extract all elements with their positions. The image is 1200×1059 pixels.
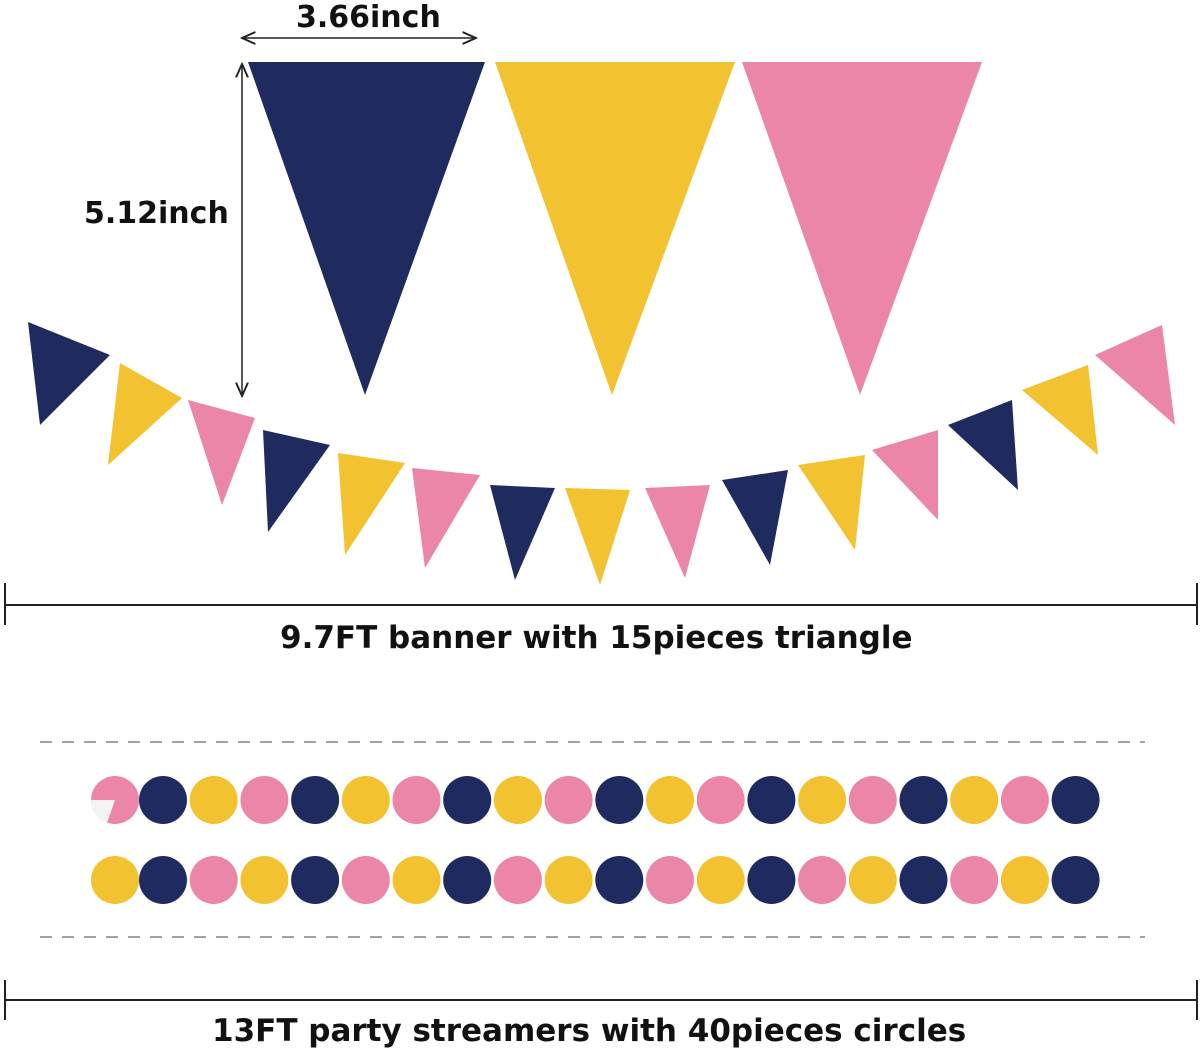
- banner-triangle: [948, 400, 1018, 490]
- streamer-length-line: [4, 980, 1198, 1020]
- streamer-circle: [443, 856, 492, 904]
- streamer-circle: [950, 776, 999, 824]
- streamer-circle: [595, 776, 644, 824]
- streamer-circle: [798, 776, 847, 824]
- streamer-circle: [189, 776, 238, 824]
- streamer-circle: [493, 856, 542, 904]
- banner-triangle: [1022, 365, 1098, 455]
- banner-triangle: [338, 453, 405, 555]
- streamer-circle: [1000, 856, 1049, 904]
- banner-length-line: [4, 583, 1198, 625]
- banner-triangle: [412, 468, 480, 568]
- banner-triangle: [28, 322, 110, 425]
- large-triangle-gold: [495, 62, 735, 395]
- large-triangle-navy: [248, 62, 485, 395]
- streamer-circle: [747, 856, 796, 904]
- streamer-end-tab: [90, 800, 115, 823]
- banner-triangle: [490, 485, 555, 580]
- streamer-circle: [848, 856, 897, 904]
- banner-triangle: [872, 430, 938, 520]
- streamer-circle: [747, 776, 796, 824]
- streamer-circle: [798, 856, 847, 904]
- dashed-guides: [40, 741, 1145, 938]
- banner-triangle: [108, 363, 182, 465]
- triangle-banner: [28, 322, 1175, 585]
- streamer-circle: [595, 856, 644, 904]
- streamer-circle: [139, 776, 187, 824]
- streamer-circle: [189, 856, 238, 904]
- banner-triangle: [188, 400, 255, 505]
- streamer-circle: [950, 856, 999, 904]
- streamer-circle: [392, 856, 441, 904]
- streamer-circle: [544, 776, 593, 824]
- banner-triangle: [1095, 325, 1175, 425]
- streamer-circle: [696, 856, 745, 904]
- streamer-circle: [1000, 776, 1049, 824]
- streamer-circle: [291, 776, 340, 824]
- streamer-circle: [240, 776, 289, 824]
- banner-triangle: [565, 488, 630, 585]
- streamer-circle: [139, 856, 187, 904]
- streamer-circle: [899, 856, 948, 904]
- streamer-circle: [899, 776, 948, 824]
- streamer-circle: [91, 856, 139, 904]
- streamer-circle: [291, 856, 340, 904]
- banner-caption: 9.7FT banner with 15pieces triangle: [280, 620, 913, 656]
- streamer-circle: [341, 776, 390, 824]
- banner-triangle: [798, 455, 865, 550]
- streamer-circle: [392, 776, 441, 824]
- streamer-circle: [443, 776, 492, 824]
- height-label: 5.12inch: [84, 196, 229, 231]
- streamer-circle: [646, 776, 694, 824]
- streamer-circle: [493, 776, 542, 824]
- streamer-circle: [1051, 776, 1100, 824]
- width-label: 3.66inch: [296, 0, 441, 35]
- large-triangle-pink: [742, 62, 982, 395]
- banner-triangle: [645, 485, 710, 578]
- large-triangles: [248, 62, 982, 395]
- streamer-circle: [646, 856, 694, 904]
- circle-streamers: [90, 776, 1100, 904]
- streamer-circle: [544, 856, 593, 904]
- banner-triangle: [263, 430, 330, 532]
- streamer-circle: [240, 856, 289, 904]
- streamer-circle: [696, 776, 745, 824]
- streamer-circle: [341, 856, 390, 904]
- streamers-caption: 13FT party streamers with 40pieces circl…: [212, 1013, 967, 1049]
- streamer-circle: [848, 776, 897, 824]
- streamer-circle: [1051, 856, 1100, 904]
- banner-triangle: [722, 470, 788, 565]
